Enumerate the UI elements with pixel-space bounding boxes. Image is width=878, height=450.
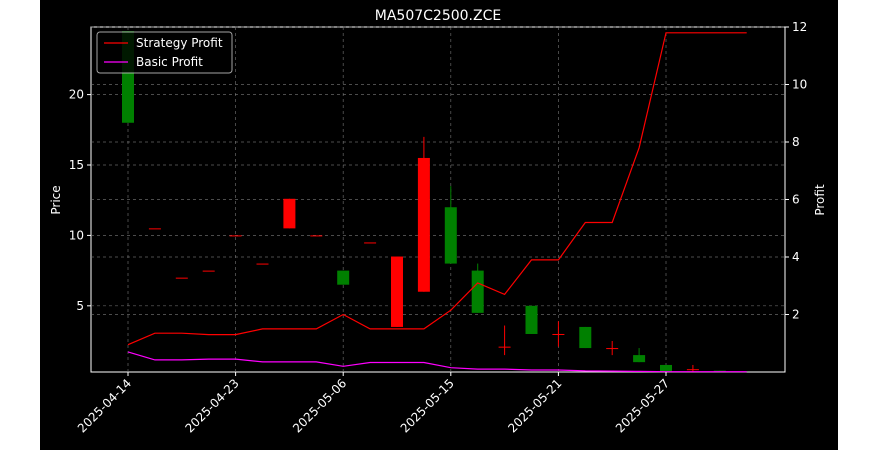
legend-basic-label: Basic Profit — [136, 55, 203, 69]
candle-body — [686, 369, 699, 371]
y2-tick-label: 4 — [792, 250, 800, 264]
y2-tick-label: 2 — [792, 308, 800, 322]
candle-body — [552, 333, 565, 335]
y-tick-label: 15 — [69, 158, 84, 172]
y2-tick-label: 12 — [792, 20, 807, 34]
candle-body — [148, 228, 161, 230]
candle-body — [229, 235, 242, 237]
chart-title: MA507C2500.ZCE — [375, 8, 501, 24]
candle-body — [471, 270, 484, 313]
y2-tick-label: 6 — [792, 193, 800, 207]
profit-lines — [127, 32, 747, 373]
y-axis-label: Price — [49, 185, 63, 214]
strategy-profit-line — [127, 32, 747, 346]
candlesticks — [122, 31, 726, 372]
basic-profit-line — [127, 351, 747, 373]
candle-body — [498, 346, 511, 348]
legend-box — [96, 31, 233, 74]
candle-body — [310, 235, 323, 237]
candle-body — [579, 326, 592, 349]
candle-body — [202, 270, 215, 272]
candle-body — [364, 242, 377, 244]
candle-body — [337, 270, 350, 285]
candle-body — [633, 355, 646, 363]
y2-axis-label: Profit — [813, 184, 827, 216]
candle-body — [606, 348, 619, 350]
candle-body — [660, 364, 672, 372]
y-tick-label: 20 — [69, 88, 84, 102]
candle-body — [283, 198, 296, 229]
y-tick-label: 10 — [69, 228, 84, 242]
legend: Strategy Profit Basic Profit — [96, 31, 233, 74]
y2-tick-label: 8 — [792, 135, 800, 149]
candle-body — [525, 305, 538, 334]
candle-body — [417, 157, 430, 292]
y2-tick-label: 10 — [792, 78, 807, 92]
candle-body — [256, 263, 269, 265]
y-tick-label: 5 — [76, 299, 84, 313]
candle-body — [444, 207, 457, 264]
candle-body — [175, 277, 188, 279]
legend-strategy-label: Strategy Profit — [136, 36, 223, 50]
grid-lines — [91, 26, 785, 372]
candle-body — [391, 256, 403, 327]
